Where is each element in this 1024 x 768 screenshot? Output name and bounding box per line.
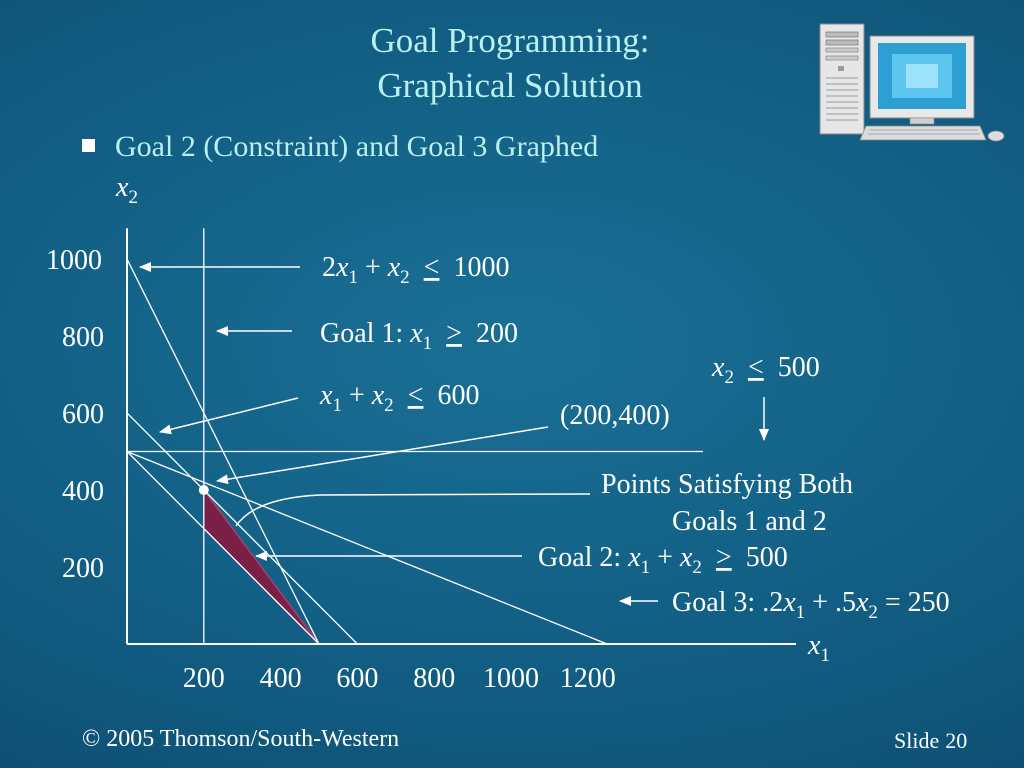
constraint-line-3 [126,451,320,645]
x-tick-400: 400 [260,663,302,694]
feasible-region [203,487,320,645]
title-line-1: Goal Programming: [370,21,650,60]
y-tick-600: 600 [62,399,104,430]
label-constraint-1: 2x1 + x2 <1000 [322,252,509,288]
x-tick-1200: 1200 [560,663,616,694]
arrow-c2 [159,397,299,435]
constraint-lines [126,228,703,645]
arrow-point [216,426,549,485]
x2-axis-label: x2 [115,172,138,208]
slide-label: Slide [894,728,940,753]
title-line-2: Graphical Solution [377,66,643,105]
constraint-line-2 [126,412,358,645]
label-goal-3: Goal 3: .2x1 + .5x2 = 250 [672,587,950,623]
arrow-points-satisfying [235,493,591,527]
square-bullet-icon [82,138,95,152]
label-points-satisfying-1: Points Satisfying Both [601,469,853,500]
x-tick-labels: 200 400 600 800 1000 1200 [183,663,616,694]
x-tick-1000: 1000 [483,663,539,694]
x-tick-600: 600 [336,663,378,694]
label-x2-constraint: x2 <500 [711,352,820,388]
bullet-text: Goal 2 (Constraint) and Goal 3 Graphed [115,130,599,163]
label-goal-2: Goal 2: x1 + x2 >500 [538,542,788,578]
annotation-arrows [139,262,769,606]
point-200-400 [198,485,209,495]
y-tick-400: 400 [62,476,104,507]
y-tick-200: 200 [62,553,104,584]
y-tick-labels: 200 400 600 800 1000 [46,245,104,584]
label-constraint-2: x1 + x2 <600 [319,380,479,416]
label-goal-1: Goal 1: x1 >200 [320,318,518,354]
bullet-item: Goal 2 (Constraint) and Goal 3 Graphed [82,130,598,164]
constraint-line-4 [126,450,608,645]
y-tick-800: 800 [62,322,104,353]
y-tick-1000: 1000 [46,245,102,276]
label-points-satisfying-2: Goals 1 and 2 [672,506,827,537]
x-tick-200: 200 [183,663,225,694]
slide-number: 20 [945,728,968,753]
slide-number-footer: Slide 20 [888,728,967,754]
slide-title: Goal Programming: Graphical Solution [250,18,770,108]
label-point: (200,400) [560,400,670,431]
copyright-footer: © 2005 Thomson/South-Western [82,726,400,752]
x-tick-800: 800 [413,663,455,694]
desktop-computer-icon [819,23,1005,142]
x1-axis-label: x1 [807,630,830,666]
